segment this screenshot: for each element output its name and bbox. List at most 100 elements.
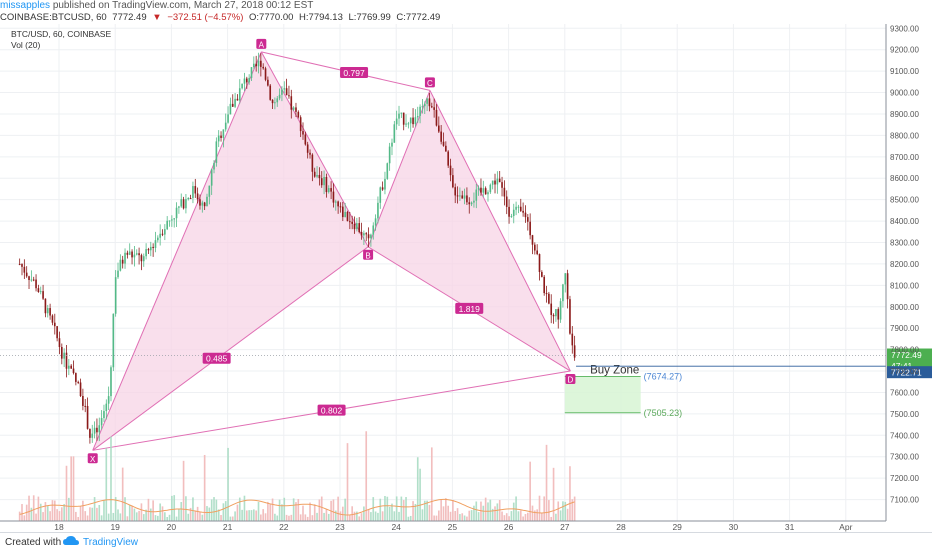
tradingview-brand[interactable]: TradingView [83, 537, 139, 548]
quote-line: COINBASE:BTCUSD, 60 7772.49 ▼ −372.51 (−… [0, 12, 443, 25]
candle [79, 378, 82, 398]
ratio-label-text: 0.485 [206, 354, 228, 364]
open-value: O:7770.00 [249, 12, 294, 23]
candle [299, 115, 302, 138]
candle-body [330, 188, 332, 192]
candle-body [545, 293, 548, 295]
volume-bar [391, 503, 393, 521]
candle-body [60, 346, 63, 359]
x-tick-label: 26 [504, 522, 514, 532]
volume-bar [35, 513, 37, 521]
ratio-label: 0.797 [340, 67, 369, 79]
candle [318, 167, 321, 186]
candle [142, 253, 145, 267]
candle [545, 285, 548, 303]
candle [503, 180, 506, 206]
candle-body [196, 193, 199, 200]
candle [292, 106, 295, 111]
candle-body [557, 309, 560, 320]
volume-bar [91, 507, 94, 521]
volume-bar [452, 499, 454, 521]
candle [442, 132, 445, 147]
candle-body [414, 117, 417, 125]
candle-body [412, 117, 414, 125]
volume-bar [194, 511, 197, 521]
candle-body [400, 112, 403, 114]
candle-body [571, 333, 574, 346]
candle-body [180, 199, 183, 207]
candle-body [437, 125, 440, 132]
candle [121, 255, 124, 269]
candle-body [39, 291, 42, 293]
volume-bar [466, 516, 468, 521]
candle-body [526, 217, 529, 222]
candle-body [243, 78, 246, 84]
volume-bar [407, 516, 410, 521]
volume-bar [185, 496, 187, 521]
candle-body [402, 112, 405, 125]
candle-body [189, 197, 192, 199]
volume-bar [363, 506, 365, 521]
last-price-tag-bg [887, 348, 932, 361]
author-name[interactable]: missapples [0, 0, 51, 11]
point-marker [565, 374, 576, 385]
volume-bar [285, 514, 288, 521]
candle-body [131, 251, 133, 258]
candle [433, 98, 435, 118]
candle-body [63, 352, 65, 359]
candle [388, 142, 391, 171]
candle-body [550, 303, 553, 315]
candle [484, 186, 487, 195]
volume-bar [536, 509, 538, 521]
candle [224, 113, 227, 132]
volume-bar [428, 504, 431, 521]
candle-body [53, 322, 56, 327]
candle-body [552, 314, 555, 317]
candle-body [46, 308, 49, 314]
candle [337, 200, 339, 214]
candle-body [435, 109, 438, 126]
candle [248, 74, 250, 85]
candle-body [344, 211, 346, 218]
candle [96, 418, 98, 441]
candle [414, 109, 417, 127]
candle-body [245, 78, 248, 83]
candle-body [377, 202, 379, 219]
candle-body [138, 253, 140, 256]
candle [241, 83, 243, 90]
candle-body [449, 165, 452, 176]
candle [168, 220, 171, 227]
volume-bar [196, 506, 199, 521]
volume-bar [49, 511, 51, 521]
candle [98, 417, 101, 442]
candle [334, 199, 337, 211]
candle [377, 196, 379, 224]
candle-body [187, 197, 190, 200]
candle-body [253, 63, 255, 68]
candle-body [395, 118, 398, 125]
candle-body [96, 427, 98, 433]
candle-body [311, 154, 314, 172]
candle-body [555, 309, 557, 317]
candle-body [529, 221, 531, 236]
volume-bar [227, 447, 229, 521]
candle-body [309, 152, 311, 155]
volume-bar [356, 511, 358, 521]
candle [564, 273, 567, 293]
candle-body [466, 195, 468, 203]
candle-body [276, 98, 279, 103]
volume-bar [107, 513, 110, 521]
volume-bar [517, 511, 520, 521]
candle-body [358, 223, 361, 233]
candle [475, 183, 478, 209]
candle-body [346, 211, 349, 222]
candle [519, 198, 522, 212]
legend-entry: Vol (20) [11, 40, 40, 50]
pattern-leg-xb [92, 246, 369, 451]
volume-bar [423, 500, 426, 521]
volume-bar [187, 513, 190, 521]
y-tick-label: 7700.00 [890, 367, 919, 376]
candle-body [110, 367, 112, 397]
candle-body [100, 418, 103, 426]
price-chart[interactable]: Buy Zone (7674.27)(7505.23) 7772.4947:417… [0, 24, 932, 532]
